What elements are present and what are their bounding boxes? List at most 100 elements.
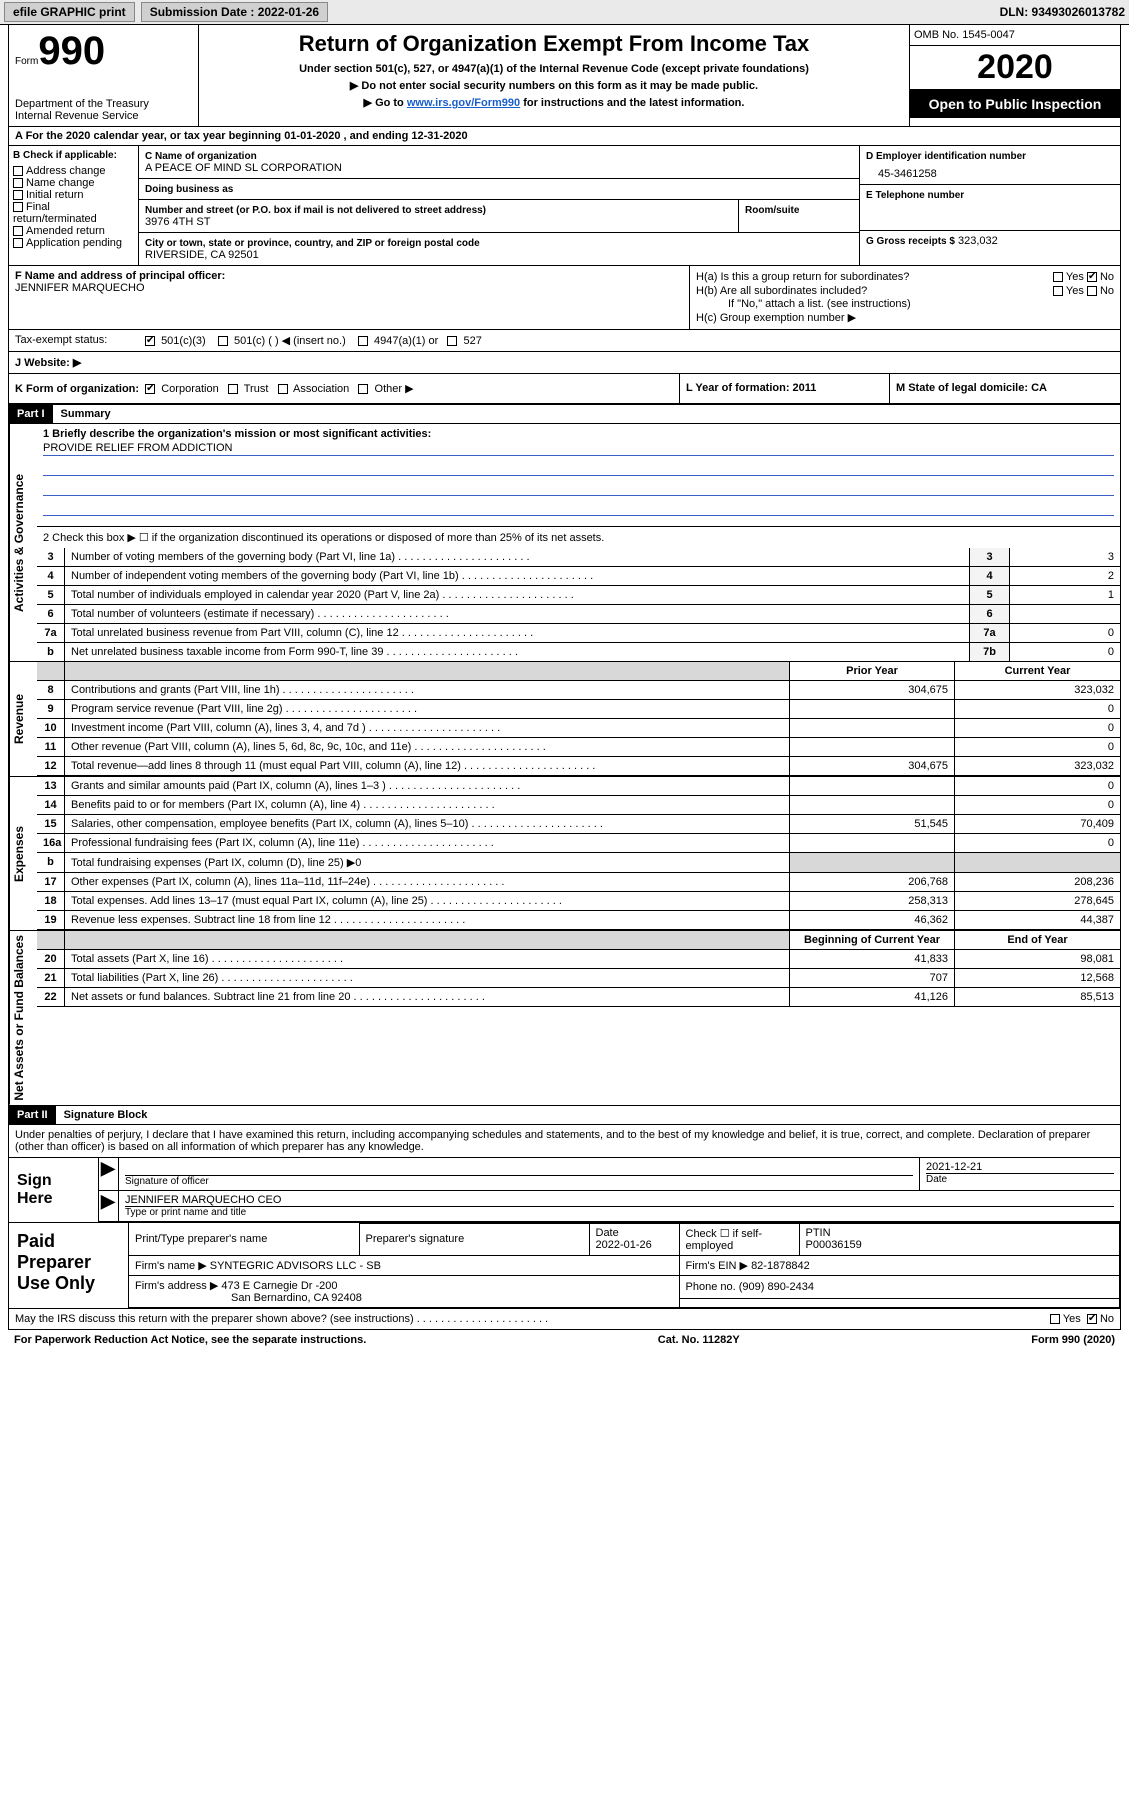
hb-yesno[interactable]: Yes No [1053,285,1114,297]
discuss-question: May the IRS discuss this return with the… [15,1313,548,1325]
mission-q: 1 Briefly describe the organization's mi… [43,428,1114,440]
line-11-prior [790,738,955,756]
line-21-text: Total liabilities (Part X, line 26) [65,969,790,987]
sign-date: 2021-12-21 [926,1161,1114,1173]
g-gross-label: G Gross receipts $ [866,236,955,247]
arrow-icon-2: ▶ [99,1191,119,1221]
line-3-val: 3 [1010,548,1120,566]
firm-addr-label: Firm's address ▶ [135,1280,218,1292]
line-15-prior: 51,545 [790,815,955,833]
line-b-text: Net unrelated business taxable income fr… [65,643,970,661]
b-item-3: Final return/terminated [13,201,97,225]
head-curr-3: End of Year [955,931,1120,949]
line-b-num: b [37,643,65,661]
perjury-text: Under penalties of perjury, I declare th… [8,1125,1121,1157]
line-12-curr: 323,032 [955,757,1120,775]
b-item-0: Address change [26,165,106,177]
firm-ein: 82-1878842 [751,1260,810,1272]
k-opt-2: Association [293,383,349,395]
submission-date-button[interactable]: Submission Date : 2022-01-26 [141,2,328,22]
line-4-text: Number of independent voting members of … [65,567,970,585]
b-item-2: Initial return [26,189,83,201]
m-state: M State of legal domicile: CA [890,374,1120,403]
k-form-of-org[interactable]: K Form of organization: Corporation Trus… [9,374,680,403]
b-item-1: Name change [26,177,95,189]
line-a-tax-year: A For the 2020 calendar year, or tax yea… [8,126,1121,146]
line-9-text: Program service revenue (Part VIII, line… [65,700,790,718]
irs-link[interactable]: www.irs.gov/Form990 [407,97,520,109]
line-19-num: 19 [37,911,65,929]
line-15-curr: 70,409 [955,815,1120,833]
line-7a-val: 0 [1010,624,1120,642]
k-opt-1: Trust [244,383,269,395]
check-address-change[interactable]: Address change [13,165,134,177]
discuss-yesno[interactable]: Yes No [1050,1313,1114,1325]
line-13-num: 13 [37,777,65,795]
ha-yesno[interactable]: Yes No [1053,271,1114,283]
firm-ein-label: Firm's EIN ▶ [686,1260,749,1272]
i-opt-1: 501(c) ( ) ◀ (insert no.) [234,335,346,347]
check-app-pending[interactable]: Application pending [13,237,134,249]
form-sub3: ▶ Go to www.irs.gov/Form990 for instruct… [205,92,903,109]
check-amended-return[interactable]: Amended return [13,225,134,237]
c-street-label: Number and street (or P.O. box if mail i… [145,205,486,216]
line-6-val [1010,605,1120,623]
phone-value: (909) 890-2434 [739,1281,814,1293]
prep-date-hdr: Date [596,1227,619,1239]
line-b-val: 0 [1010,643,1120,661]
form-sub2: ▶ Do not enter social security numbers o… [205,75,903,92]
line-22-curr: 85,513 [955,988,1120,1006]
line-6-num: 6 [37,605,65,623]
c-dba-label: Doing business as [145,184,233,195]
line-16a-curr: 0 [955,834,1120,852]
line-b-shade1 [790,853,955,872]
c-city-label: City or town, state or province, country… [145,238,480,249]
line-11-text: Other revenue (Part VIII, column (A), li… [65,738,790,756]
discuss-no: No [1100,1313,1114,1325]
irs-label: Internal Revenue Service [15,110,192,122]
mission-text: PROVIDE RELIEF FROM ADDICTION [43,442,1114,456]
line-18-prior: 258,313 [790,892,955,910]
ptin-value: P00036159 [806,1239,862,1251]
c-room-label: Room/suite [745,205,799,216]
d-ein-label: D Employer identification number [866,151,1026,162]
line-11-num: 11 [37,738,65,756]
check-initial-return[interactable]: Initial return [13,189,134,201]
tax-status-options[interactable]: 501(c)(3) 501(c) ( ) ◀ (insert no.) 4947… [145,334,1114,347]
efile-print-button[interactable]: efile GRAPHIC print [4,2,135,22]
prep-self-employed[interactable]: Check ☐ if self-employed [679,1223,799,1255]
line-16a-text: Professional fundraising fees (Part IX, … [65,834,790,852]
head-prior-3: Beginning of Current Year [790,931,955,949]
ein-value: 45-3461258 [866,162,1114,180]
prep-name-hdr: Print/Type preparer's name [129,1223,359,1255]
line-21-curr: 12,568 [955,969,1120,987]
line-20-text: Total assets (Part X, line 16) [65,950,790,968]
street-value: 3976 4TH ST [145,216,732,228]
ha-yes: Yes [1066,271,1084,283]
check-final-return[interactable]: Final return/terminated [13,201,134,225]
line-13-curr: 0 [955,777,1120,795]
line-14-num: 14 [37,796,65,814]
line-10-num: 10 [37,719,65,737]
b-item-5: Application pending [26,237,122,249]
e-phone-label: E Telephone number [866,190,964,201]
hb-yes: Yes [1066,285,1084,297]
line-14-curr: 0 [955,796,1120,814]
i-opt-3: 527 [463,335,481,347]
line-5-num: 5 [37,586,65,604]
line-5-rnum: 5 [970,586,1010,604]
side-label-0: Activities & Governance [9,424,37,661]
line-21-num: 21 [37,969,65,987]
form-990-2020: Form 990 (2020) [1031,1334,1115,1346]
line-19-text: Revenue less expenses. Subtract line 18 … [65,911,790,929]
head-prior-1: Prior Year [790,662,955,680]
c-name-label: C Name of organization [145,151,257,162]
line-4-num: 4 [37,567,65,585]
line-8-curr: 323,032 [955,681,1120,699]
sign-date-label: Date [926,1173,1114,1185]
sub3-post: for instructions and the latest informat… [520,97,744,109]
line-2-discontinue[interactable]: 2 Check this box ▶ ☐ if the organization… [37,527,1120,548]
check-name-change[interactable]: Name change [13,177,134,189]
dept-treasury: Department of the Treasury [15,98,192,110]
line-17-text: Other expenses (Part IX, column (A), lin… [65,873,790,891]
